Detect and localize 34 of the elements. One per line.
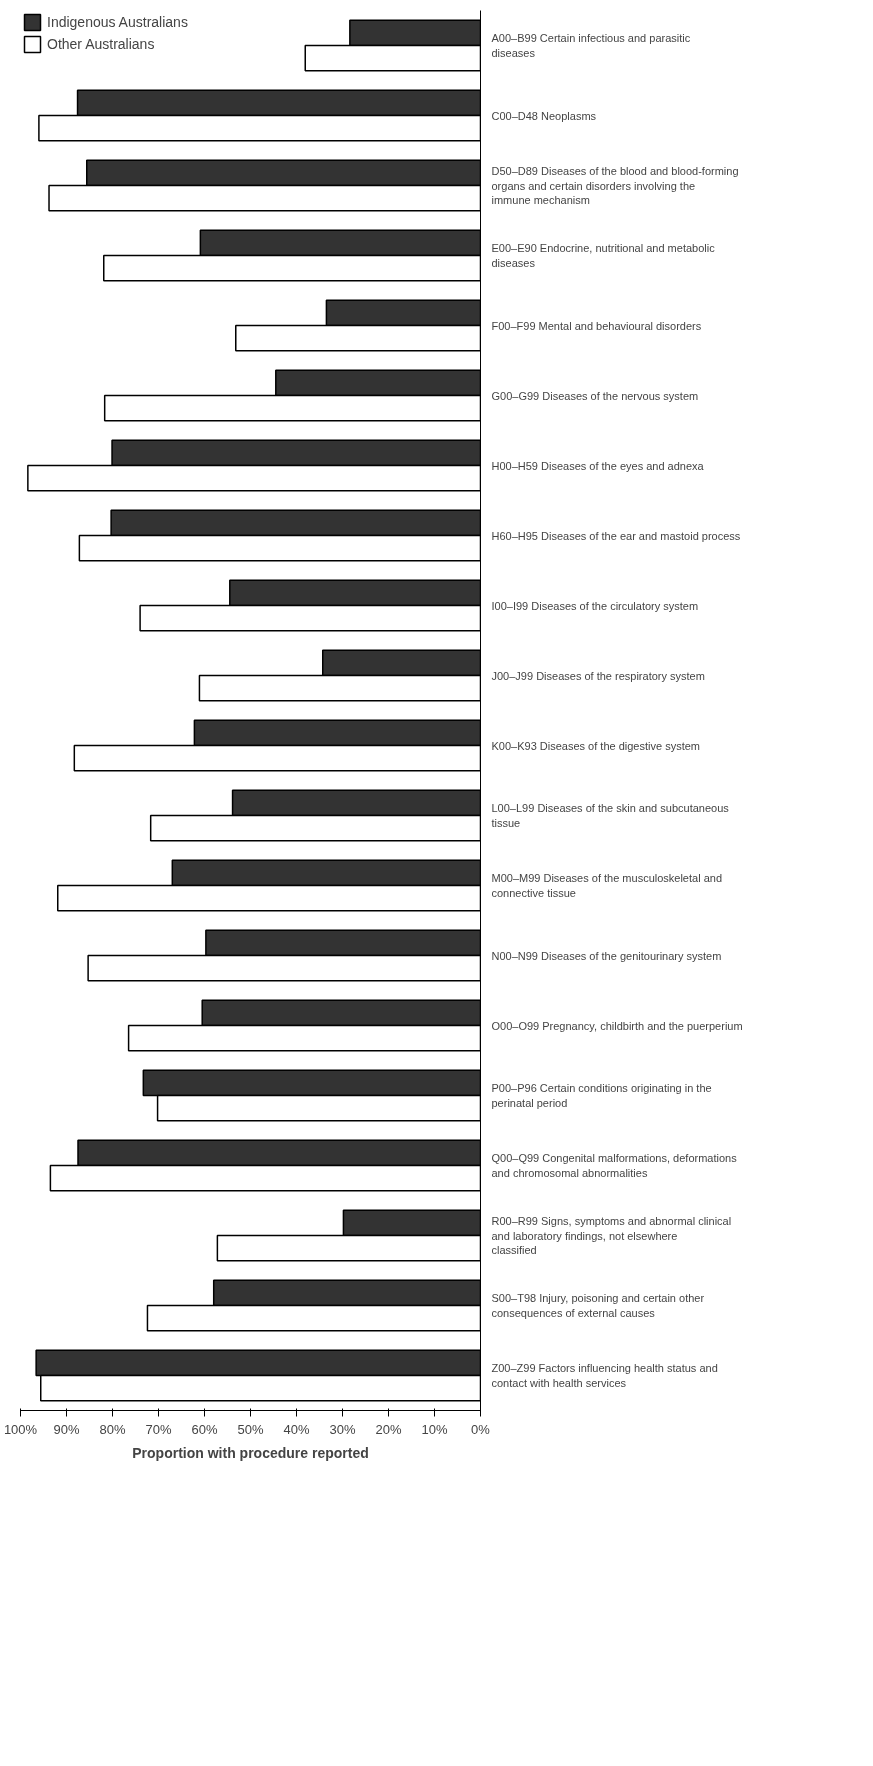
- x-tick-label: 30%: [329, 1421, 356, 1437]
- x-tick-label: 80%: [99, 1421, 126, 1437]
- y-tick-label: A00–B99 Certain infectious and parasitic diseases: [491, 32, 691, 59]
- y-tick-label: L00–L99 Diseases of the skin and subcutaneous tissue: [491, 802, 730, 829]
- y-tick-label: G00–G99 Diseases of the nervous system: [491, 389, 699, 402]
- legend-label: Other Australians: [47, 36, 155, 52]
- x-tick-label: 90%: [53, 1421, 80, 1437]
- y-tick-label: C00–D48 Neoplasms: [491, 109, 597, 122]
- x-tick-label: 0%: [471, 1421, 491, 1437]
- x-tick-label: 60%: [191, 1421, 218, 1437]
- x-tick-label: 40%: [283, 1421, 310, 1437]
- y-tick-label: P00–P96 Certain conditions originating in the perinatal period: [491, 1082, 712, 1109]
- y-tick-label: Z00–Z99 Factors influencing health status and contact with health services: [491, 1362, 718, 1389]
- legend-label: Indigenous Australians: [47, 14, 188, 30]
- y-tick-label: S00–T98 Injury, poisoning and certain other consequences of external causes: [491, 1292, 705, 1319]
- y-tick-label: E00–E90 Endocrine, nutritional and metabolic diseases: [491, 242, 716, 269]
- x-tick-label: 10%: [421, 1421, 448, 1437]
- y-tick-label: I00–I99 Diseases of the circulatory system: [491, 599, 699, 612]
- y-tick-label: H00–H59 Diseases of the eyes and adnexa: [491, 459, 705, 472]
- y-tick-label: F00–F99 Mental and behavioural disorders: [491, 319, 702, 332]
- y-tick-label: M00–M99 Diseases of the musculoskeletal and connective tissue: [491, 872, 723, 899]
- y-tick-label: R00–R99 Signs, symptoms and abnormal clinical and laboratory findings, not elsewhere classified: [491, 1215, 732, 1256]
- y-tick-label: Q00–Q99 Congenital malformations, deformations and chromosomal abnormalities: [491, 1152, 738, 1179]
- x-tick-label: 70%: [145, 1421, 172, 1437]
- y-tick-label: K00–K93 Diseases of the digestive system: [491, 739, 701, 752]
- x-axis-title: Proportion with procedure reported: [132, 1444, 369, 1461]
- y-tick-label: D50–D89 Diseases of the blood and blood-forming organs and certain disorders involving the immune mechanism: [491, 165, 739, 206]
- y-tick-label: N00–N99 Diseases of the genitourinary system: [491, 949, 722, 962]
- x-tick-label: 50%: [237, 1421, 264, 1437]
- y-tick-label: J00–J99 Diseases of the respiratory system: [491, 669, 705, 682]
- y-tick-label: H60–H95 Diseases of the ear and mastoid process: [491, 529, 741, 542]
- y-tick-label: O00–O99 Pregnancy, childbirth and the puerperium: [491, 1019, 743, 1032]
- x-tick-label: 20%: [375, 1421, 402, 1437]
- x-tick-label: 100%: [3, 1421, 38, 1437]
